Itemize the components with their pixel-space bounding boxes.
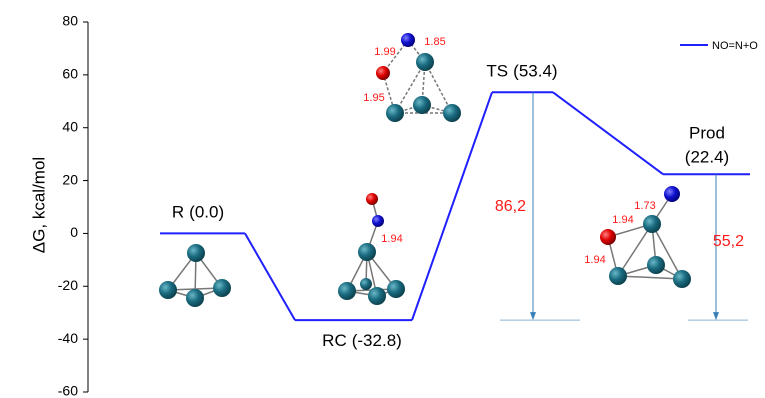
y-axis-label: ΔG, kcal/mol <box>29 157 48 253</box>
y-tick-label: -20 <box>58 277 78 293</box>
atom <box>186 289 204 307</box>
level-value: (22.4) <box>685 148 729 167</box>
bond-length: 1.94 <box>381 233 402 245</box>
atom <box>372 215 384 227</box>
bond-length: 1.95 <box>363 92 384 104</box>
bond <box>618 276 682 279</box>
atom <box>387 280 405 298</box>
atom <box>664 186 680 202</box>
y-tick-label: 20 <box>62 171 78 187</box>
bond-length: 1.73 <box>634 200 655 212</box>
atom <box>647 256 665 274</box>
atom <box>443 104 461 122</box>
y-tick-label: 40 <box>62 118 78 134</box>
level-name: TS <box>486 62 508 81</box>
atom <box>358 243 376 261</box>
arrow-head <box>713 312 719 320</box>
atom <box>600 229 616 245</box>
level-label: RC (-32.8) <box>322 332 402 351</box>
atom <box>338 282 356 300</box>
bond-length: 1.94 <box>612 214 633 226</box>
bond-length: 1.85 <box>424 36 445 48</box>
atom <box>213 279 231 297</box>
level-value: (53.4) <box>513 62 557 81</box>
arrow-head <box>530 312 536 320</box>
barrier-label: 55,2 <box>713 233 744 250</box>
level-value: (-32.8) <box>352 332 402 351</box>
connector <box>245 233 295 320</box>
level-name: RC <box>322 332 347 351</box>
level-name: Prod <box>689 124 725 143</box>
level-label: R (0.0) <box>172 203 224 222</box>
chart: ΔG, kcal/mol -60 -40 -20 0 20 40 60 80 R (0.0) RC (… <box>0 0 765 398</box>
atom <box>187 244 205 262</box>
connector <box>412 92 492 320</box>
y-tick-label: 80 <box>62 13 78 29</box>
atom <box>401 33 415 47</box>
y-tick-label: 60 <box>62 66 78 82</box>
atom <box>366 193 378 205</box>
atom <box>413 96 431 114</box>
bond-length: 1.99 <box>374 46 395 58</box>
level-value: (0.0) <box>189 203 224 222</box>
y-tick-label: -60 <box>58 383 78 398</box>
atom <box>368 287 386 305</box>
y-tick-label: -40 <box>58 330 78 346</box>
atom <box>159 281 177 299</box>
atom <box>386 104 404 122</box>
y-tick-label: 0 <box>70 224 78 240</box>
atom <box>673 270 691 288</box>
legend-label: NO=N+O <box>712 40 758 52</box>
atom <box>376 66 390 80</box>
atom <box>609 267 627 285</box>
connector <box>553 92 663 174</box>
atom <box>360 278 372 290</box>
bond-length: 1.94 <box>584 254 605 266</box>
barrier-label: 86,2 <box>495 198 526 215</box>
level-label: TS (53.4) <box>486 62 557 81</box>
level-name: R <box>172 203 184 222</box>
atom <box>416 53 434 71</box>
atom <box>643 215 661 233</box>
